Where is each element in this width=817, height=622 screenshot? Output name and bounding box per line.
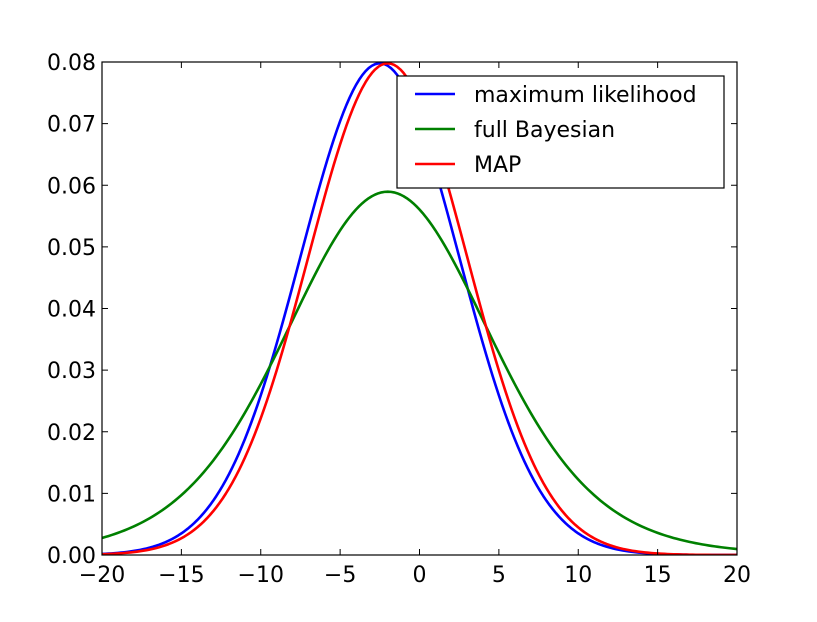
series-line-full-bayesian [102,190,737,551]
x-tick-label: 0 [413,563,427,588]
y-tick-label: 0.05 [47,236,96,261]
axes: −20 −15 −10 −5 0 5 10 15 20 0.00 0.01 0.02 0.03 0.04 0… [47,51,751,588]
y-tick-label: 0.00 [47,544,96,569]
y-tick-label: 0.07 [47,113,96,138]
x-tick-label: 5 [492,563,506,588]
x-tick-label: −5 [324,563,356,588]
x-tick-label: 20 [723,563,751,588]
x-tick-label: −15 [158,563,204,588]
x-tick-label: −20 [79,563,125,588]
y-tick-label: 0.08 [47,51,96,76]
x-tick-label: 15 [644,563,672,588]
y-tick-label: 0.06 [47,174,96,199]
legend-label: maximum likelihood [474,83,697,108]
legend: maximum likelihood full Bayesian MAP [396,75,725,189]
y-tick-label: 0.01 [47,482,96,507]
x-tick-label: −10 [238,563,284,588]
x-tick-label: 10 [564,563,592,588]
y-tick-label: 0.04 [47,298,96,323]
y-tick-label: 0.02 [47,421,96,446]
legend-label: full Bayesian [474,118,615,143]
legend-label: MAP [474,153,521,178]
y-tick-label: 0.03 [47,359,96,384]
